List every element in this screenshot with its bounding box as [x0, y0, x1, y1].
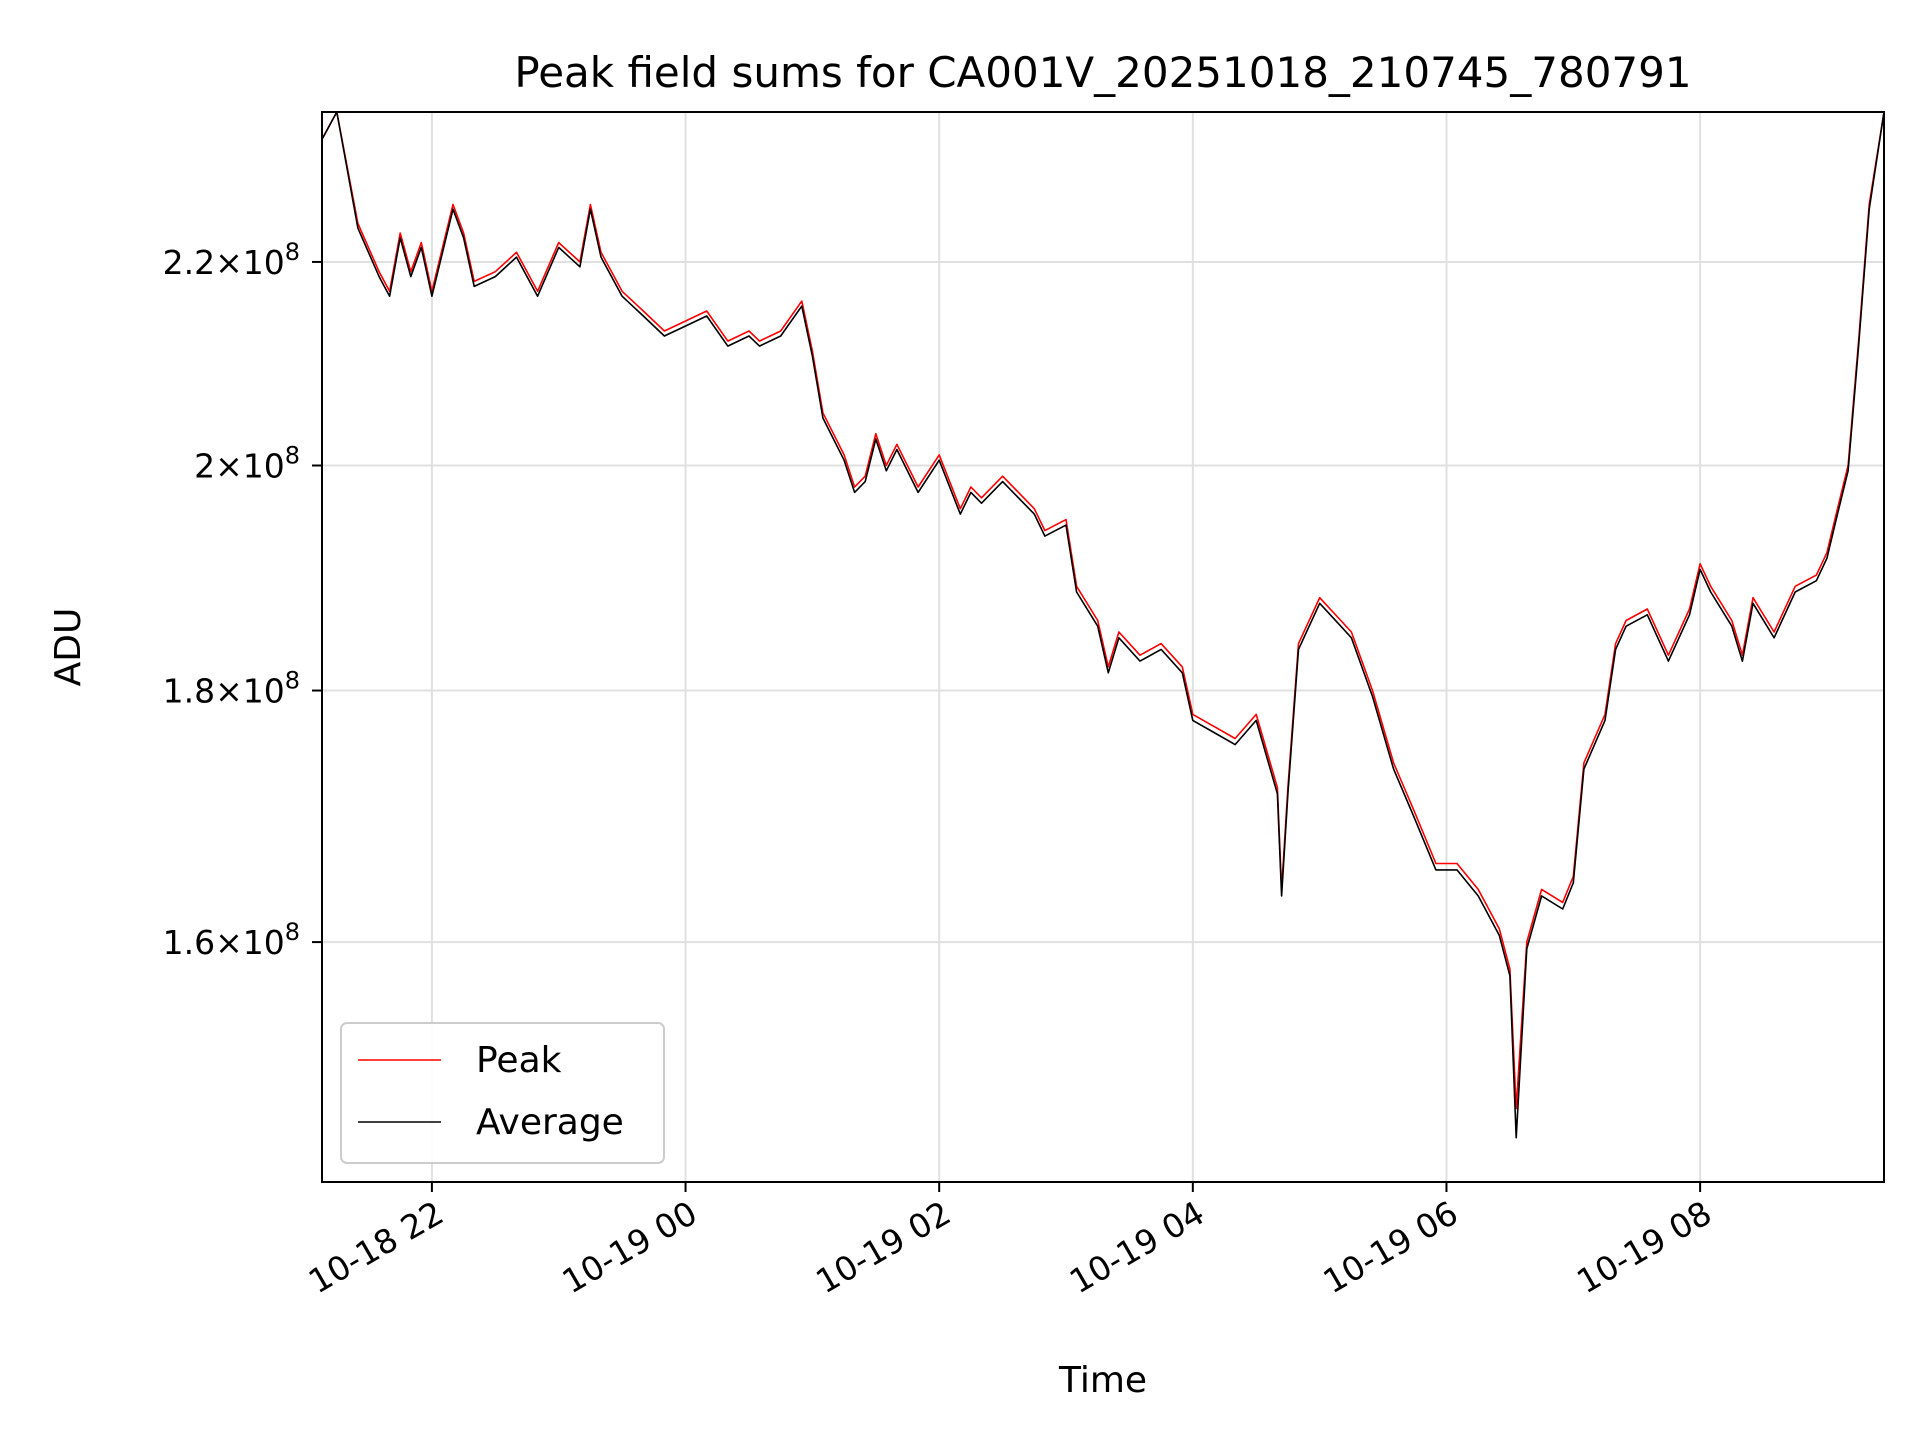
y-tick-label: 1.6×108 — [163, 918, 300, 962]
legend-box — [340, 1022, 665, 1164]
series-line-average — [322, 112, 1884, 1139]
y-axis-ticks: 1.6×108 1.8×108 2×108 2.2×108 — [163, 238, 322, 962]
y-axis-label: ADU — [48, 608, 89, 687]
grid-lines — [322, 112, 1884, 1182]
legend: Peak Average — [340, 1022, 665, 1164]
series-layer — [322, 112, 1884, 1139]
series-line-peak — [322, 112, 1884, 1110]
plot-frame — [321, 111, 1885, 1183]
y-tick-label: 1.8×108 — [163, 667, 300, 711]
legend-peak-label: Peak — [476, 1040, 562, 1081]
legend-average-label: Average — [476, 1102, 624, 1143]
x-axis-label: Time — [1058, 1360, 1147, 1401]
y-tick-label: 2×108 — [194, 442, 300, 486]
y-tick-label: 2.2×108 — [163, 238, 300, 282]
chart-title: Peak field sums for CA001V_20251018_2107… — [514, 48, 1691, 97]
